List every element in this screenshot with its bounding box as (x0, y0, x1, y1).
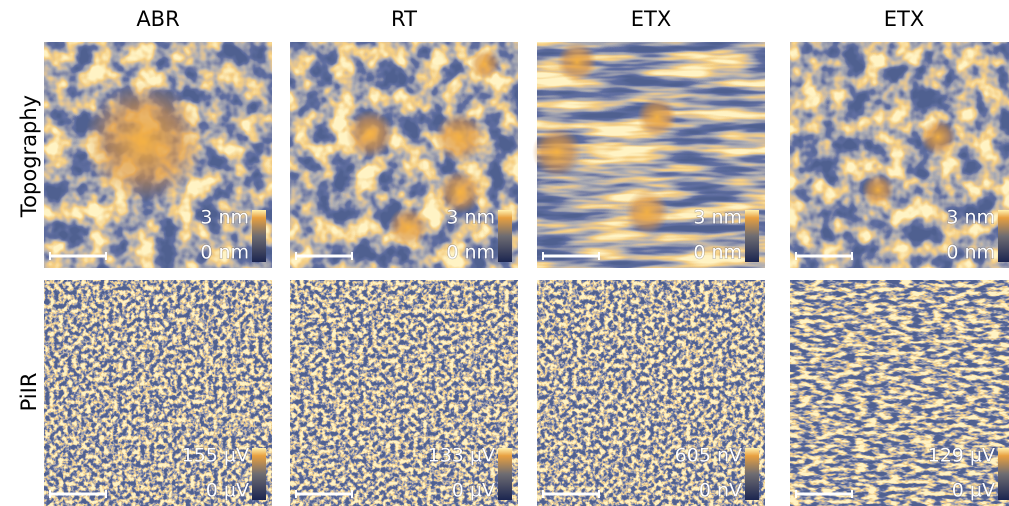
image (537, 280, 765, 506)
column-title: RT (391, 7, 417, 31)
colorbar-min: 0 µV (452, 480, 495, 502)
image-panel: 3 nm 0 nm (44, 42, 272, 268)
colorbar-max: 3 nm (200, 207, 249, 229)
feature (388, 207, 428, 247)
row-label: PiIR (17, 373, 41, 412)
colorbar (498, 448, 512, 500)
column-title: ETX (631, 7, 671, 31)
colorbar-max: 3 nm (693, 207, 742, 229)
image (790, 280, 1009, 506)
colorbar-max: 129 µV (928, 445, 995, 467)
image-panel: 155 µV 0 µV (44, 280, 272, 506)
colorbar-max: 155 µV (182, 445, 249, 467)
colorbar-min: 0 µV (952, 480, 995, 502)
row-label: Topography (17, 95, 41, 218)
feature (557, 42, 597, 82)
column-title: ETX (884, 7, 924, 31)
feature (862, 174, 894, 206)
column-title: ABR (136, 7, 179, 31)
feature (346, 110, 394, 158)
image-panel: 133 µV 0 µV (290, 280, 518, 506)
colorbar (745, 448, 759, 500)
colorbar (498, 210, 512, 262)
feature (84, 82, 204, 202)
feature (920, 119, 956, 155)
image-panel: 605 nV 0 nV (537, 280, 765, 506)
figure: Topography PiIR ABR 3 nm 0 nm 155 µV 0 µV RT 3… (0, 0, 1009, 506)
colorbar-min: 0 µV (206, 480, 249, 502)
colorbar (998, 448, 1009, 500)
colorbar-min: 0 nV (699, 480, 742, 502)
colorbar-min: 0 nm (446, 242, 495, 264)
colorbar (998, 210, 1009, 262)
colorbar (252, 448, 266, 500)
image-panel: 3 nm 0 nm (790, 42, 1009, 268)
image-panel: 3 nm 0 nm (532, 42, 765, 268)
colorbar-max: 3 nm (446, 207, 495, 229)
colorbar-min: 0 nm (693, 242, 742, 264)
colorbar-max: 3 nm (946, 207, 995, 229)
feature (435, 112, 485, 162)
image (44, 280, 272, 506)
colorbar-min: 0 nm (946, 242, 995, 264)
feature (625, 190, 669, 234)
colorbar-max: 605 nV (675, 445, 742, 467)
colorbar-max: 133 µV (428, 445, 495, 467)
image (790, 42, 1009, 268)
feature (532, 127, 582, 177)
feature (637, 97, 677, 137)
feature (470, 49, 500, 79)
colorbar-min: 0 nm (200, 242, 249, 264)
image-panel: 3 nm 0 nm (290, 42, 518, 268)
colorbar (745, 210, 759, 262)
colorbar (252, 210, 266, 262)
image (290, 280, 518, 506)
image-panel: 129 µV 0 µV (790, 280, 1009, 506)
